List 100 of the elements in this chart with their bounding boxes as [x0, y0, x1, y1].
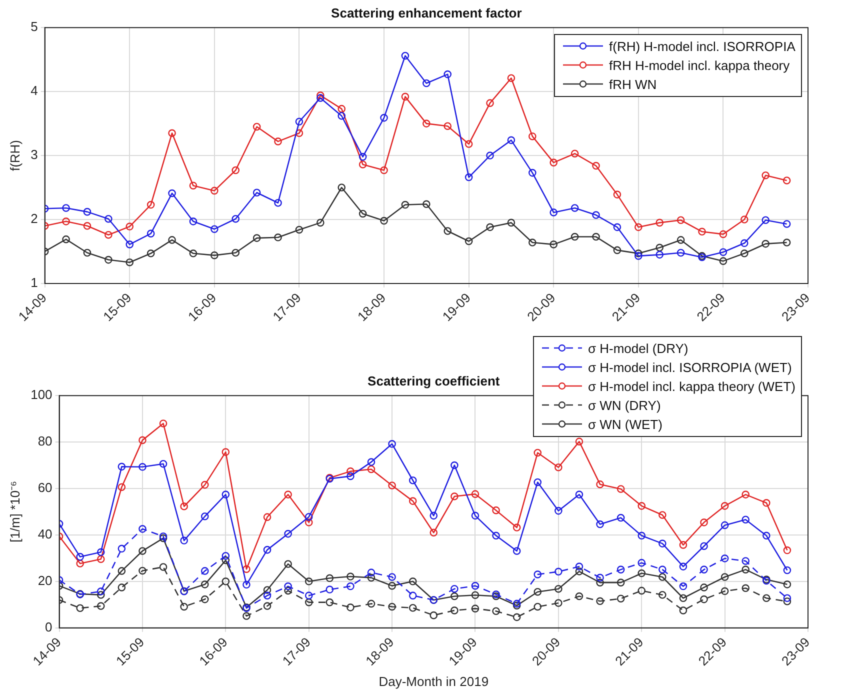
- point: [570, 204, 579, 212]
- point: [274, 198, 282, 207]
- point: [592, 162, 600, 170]
- point: [200, 480, 209, 489]
- point: [422, 120, 430, 128]
- point: [189, 182, 198, 190]
- point: [263, 602, 272, 610]
- point: [304, 512, 313, 521]
- point: [118, 567, 126, 575]
- point: [700, 566, 708, 574]
- point: [138, 547, 146, 555]
- point: [720, 587, 729, 596]
- point: [274, 138, 282, 146]
- point: [252, 188, 261, 197]
- point: [401, 92, 410, 101]
- point: [507, 74, 516, 82]
- point: [284, 490, 292, 498]
- point: [180, 502, 188, 510]
- point: [492, 506, 500, 514]
- point: [338, 184, 346, 192]
- point: [570, 150, 579, 158]
- point: [200, 512, 209, 520]
- point: [783, 594, 792, 602]
- point: [76, 560, 84, 568]
- point: [408, 497, 417, 505]
- point: [700, 595, 708, 604]
- point: [616, 485, 625, 493]
- point: [638, 569, 646, 578]
- point: [613, 190, 622, 198]
- point: [104, 256, 112, 264]
- point: [232, 166, 240, 174]
- point: [679, 606, 688, 614]
- point: [596, 597, 604, 606]
- point: [742, 584, 750, 592]
- point: [62, 235, 70, 244]
- point: [284, 560, 292, 568]
- point: [263, 513, 272, 521]
- point: [656, 218, 664, 227]
- point: [740, 239, 748, 248]
- point: [76, 604, 84, 612]
- point: [422, 200, 430, 208]
- point: [146, 230, 155, 238]
- point: [464, 140, 473, 148]
- point: [471, 582, 480, 590]
- point: [762, 499, 770, 507]
- point: [676, 248, 685, 257]
- point: [210, 186, 218, 195]
- point: [634, 249, 642, 258]
- point: [62, 218, 70, 226]
- point: [96, 602, 105, 610]
- point: [444, 122, 452, 130]
- point: [762, 240, 770, 248]
- point: [96, 555, 105, 564]
- point: [168, 236, 176, 244]
- point: [507, 136, 516, 144]
- y-tick-label: 40: [38, 526, 52, 542]
- point: [676, 236, 685, 244]
- point: [388, 440, 396, 448]
- point: [180, 536, 188, 544]
- point: [210, 251, 218, 260]
- point: [507, 218, 516, 227]
- point: [742, 490, 750, 498]
- point: [104, 214, 112, 223]
- point: [159, 460, 168, 468]
- point: [159, 420, 168, 428]
- y-tick-label: 100: [30, 387, 52, 402]
- point: [783, 546, 792, 554]
- point: [284, 530, 292, 538]
- point: [492, 532, 500, 540]
- point: [783, 597, 792, 606]
- legend-label: σ WN (WET): [588, 416, 662, 432]
- point: [638, 558, 646, 567]
- point: [720, 573, 729, 581]
- point: [358, 160, 367, 168]
- y-tick-label: 3: [30, 147, 38, 162]
- y-tick-label: 60: [38, 480, 52, 496]
- point: [118, 483, 126, 492]
- point: [592, 211, 600, 219]
- point: [338, 104, 346, 113]
- point: [719, 257, 728, 265]
- point: [274, 234, 282, 242]
- point: [367, 568, 376, 576]
- point: [464, 173, 473, 182]
- point: [96, 548, 105, 556]
- point: [380, 216, 388, 225]
- point: [596, 574, 604, 582]
- point: [263, 586, 272, 594]
- point: [210, 225, 218, 233]
- point: [222, 448, 230, 456]
- point: [200, 580, 209, 588]
- y-axis-title: [1/m] *10⁻⁶: [7, 481, 22, 542]
- point: [252, 234, 261, 242]
- point: [762, 532, 770, 540]
- point: [742, 566, 750, 574]
- point: [658, 573, 666, 581]
- point: [679, 582, 688, 590]
- point: [118, 544, 126, 553]
- point: [408, 604, 417, 612]
- point: [512, 524, 521, 532]
- point: [575, 490, 584, 498]
